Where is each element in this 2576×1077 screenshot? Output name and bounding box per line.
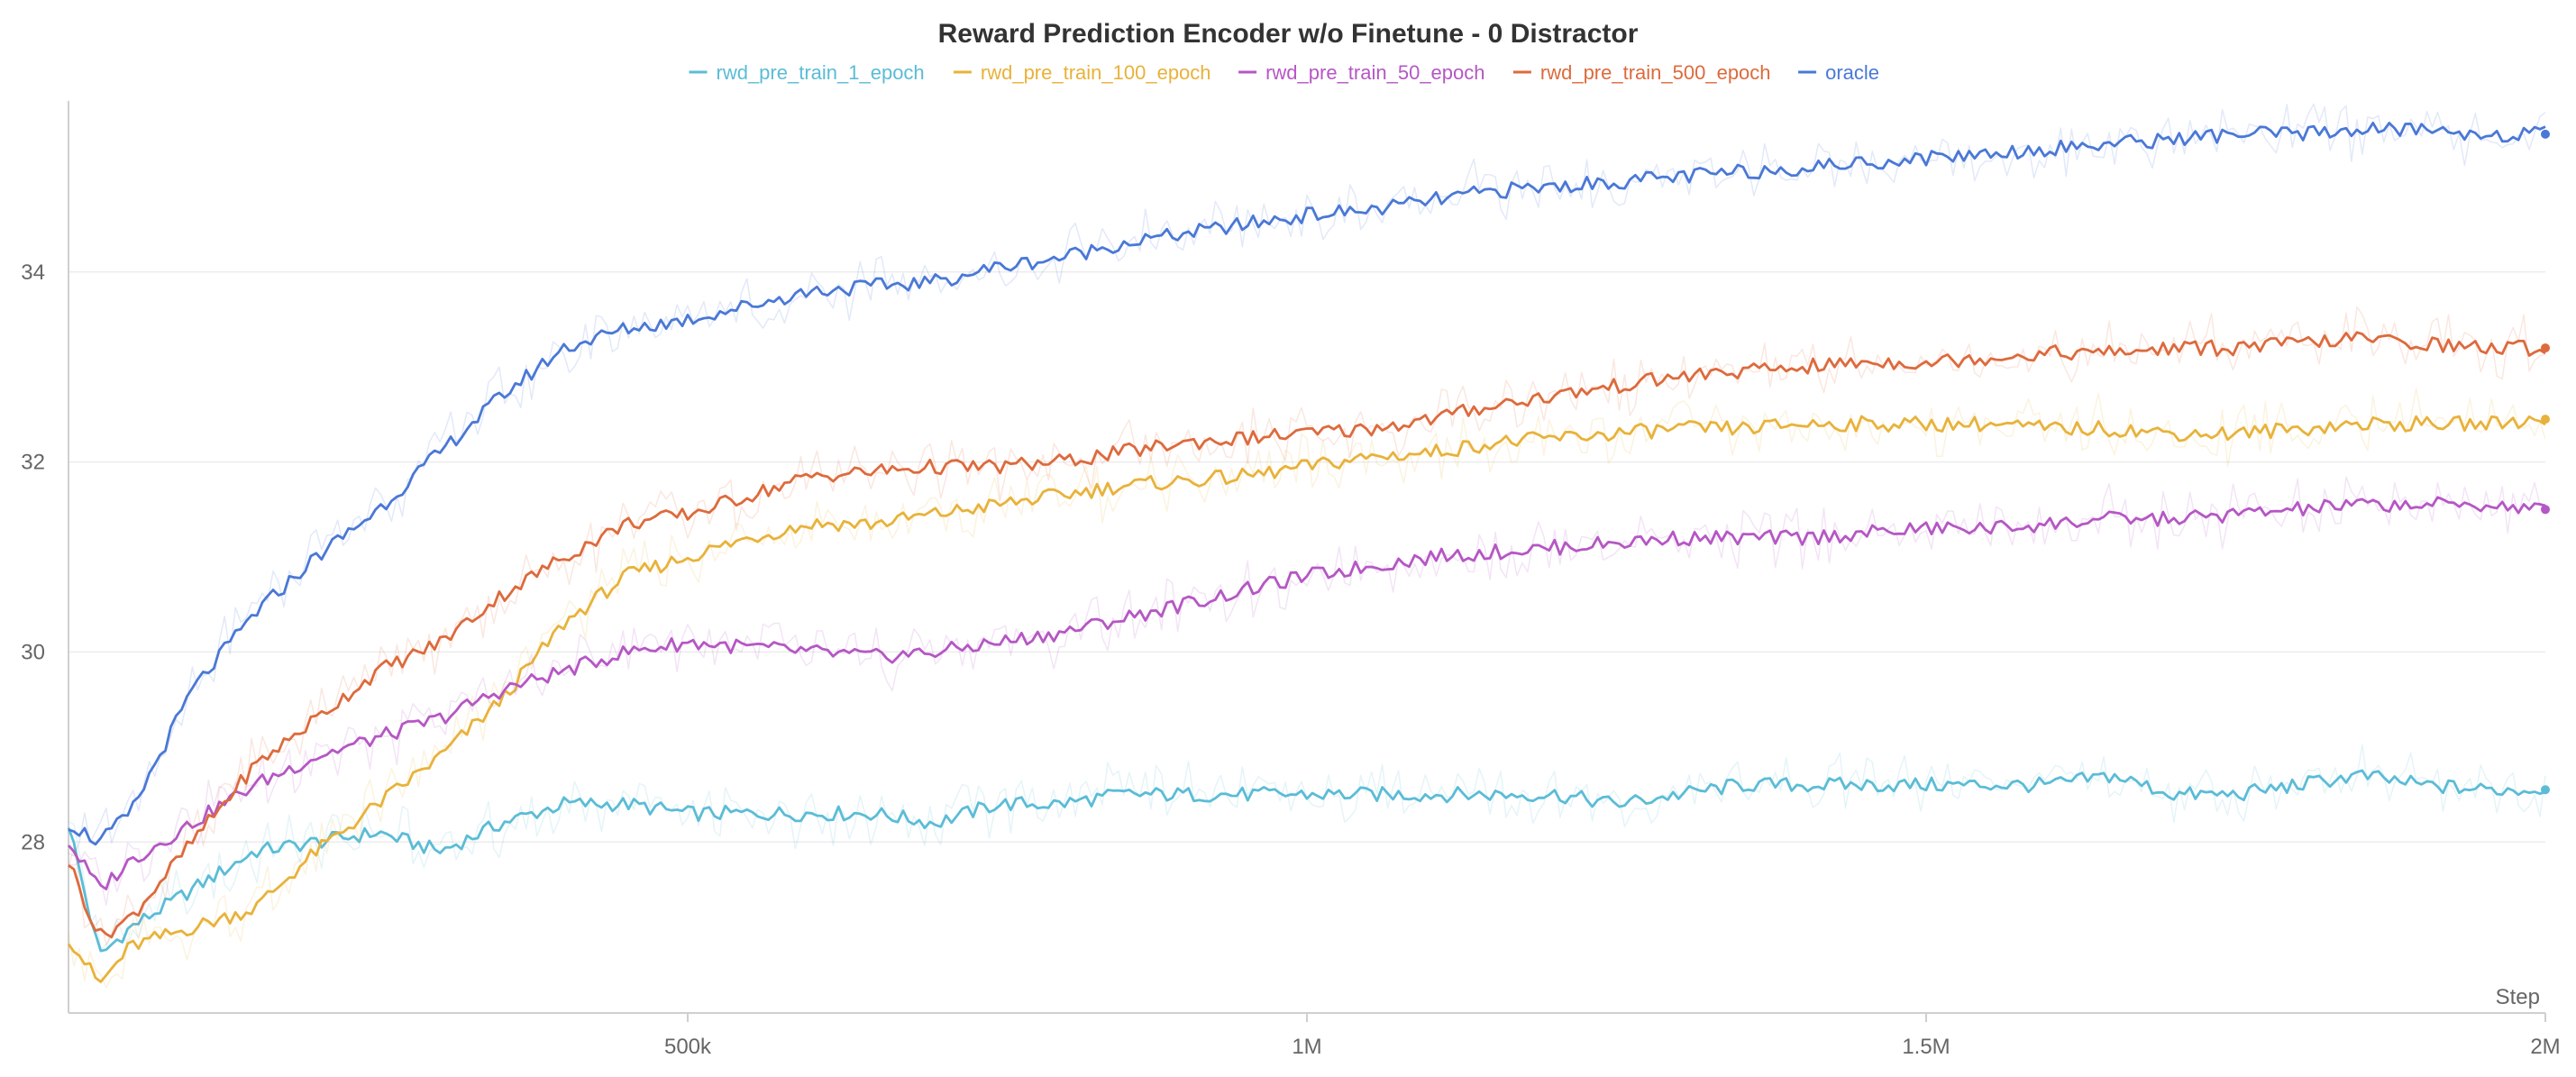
series-endpoint-rwd_pre_train_500_epoch: [2541, 343, 2550, 353]
series-line-rwd_pre_train_1_epoch: [67, 769, 2546, 953]
series-layer: [67, 103, 2550, 989]
series-endpoint-rwd_pre_train_100_epoch: [2541, 415, 2550, 424]
gridlines: [69, 271, 2545, 843]
series-raw-rwd_pre_train_1_epoch: [68, 744, 2546, 950]
series-line-rwd_pre_train_50_epoch: [67, 496, 2546, 890]
series-line-oracle: [68, 122, 2546, 846]
series-raw-rwd_pre_train_100_epoch: [68, 388, 2546, 989]
y-tick-label-30: 30: [21, 640, 45, 664]
legend-item-rwd_pre_train_50_epoch: rwd_pre_train_50_epoch: [1238, 61, 1485, 84]
y-tick-label-28: 28: [21, 830, 45, 854]
series-raw-rwd_pre_train_50_epoch: [68, 476, 2546, 906]
series-raw-oracle: [68, 103, 2546, 857]
series-raw-rwd_pre_train_500_epoch: [68, 306, 2546, 946]
x-axis-label: Step: [2496, 985, 2540, 1009]
y-ticks: 28 30 32 34: [21, 260, 45, 855]
series-endpoint-rwd_pre_train_50_epoch: [2541, 505, 2550, 515]
legend-item-rwd_pre_train_100_epoch: rwd_pre_train_100_epoch: [953, 61, 1211, 84]
legend-item-rwd_pre_train_1_epoch: rwd_pre_train_1_epoch: [689, 61, 925, 84]
legend-item-oracle: oracle: [1798, 61, 1879, 84]
axes: [68, 101, 2545, 1014]
legend: rwd_pre_train_1_epoch rwd_pre_train_100_e…: [689, 61, 1879, 84]
chart-title: Reward Prediction Encoder w/o Finetune -…: [938, 19, 1639, 49]
legend-label-rwd_pre_train_100_epoch: rwd_pre_train_100_epoch: [981, 61, 1211, 84]
x-tick-label-1.5M: 1.5M: [1902, 1035, 1950, 1059]
legend-label-oracle: oracle: [1825, 61, 1879, 84]
series-line-rwd_pre_train_500_epoch: [68, 331, 2546, 939]
legend-label-rwd_pre_train_500_epoch: rwd_pre_train_500_epoch: [1540, 61, 1771, 84]
series-line-rwd_pre_train_100_epoch: [67, 415, 2546, 983]
y-tick-label-34: 34: [21, 260, 45, 285]
y-tick-label-32: 32: [21, 451, 45, 475]
legend-item-rwd_pre_train_500_epoch: rwd_pre_train_500_epoch: [1512, 61, 1771, 84]
x-tick-label-2M: 2M: [2530, 1035, 2560, 1059]
x-ticks: 500k 1M 1.5M 2M: [664, 1013, 2561, 1059]
legend-label-rwd_pre_train_1_epoch: rwd_pre_train_1_epoch: [717, 61, 925, 84]
series-endpoint-rwd_pre_train_1_epoch: [2541, 785, 2550, 795]
x-tick-label-500k: 500k: [664, 1035, 712, 1059]
x-tick-label-1M: 1M: [1292, 1035, 1321, 1059]
series-endpoint-oracle: [2541, 129, 2550, 139]
legend-label-rwd_pre_train_50_epoch: rwd_pre_train_50_epoch: [1265, 61, 1484, 84]
